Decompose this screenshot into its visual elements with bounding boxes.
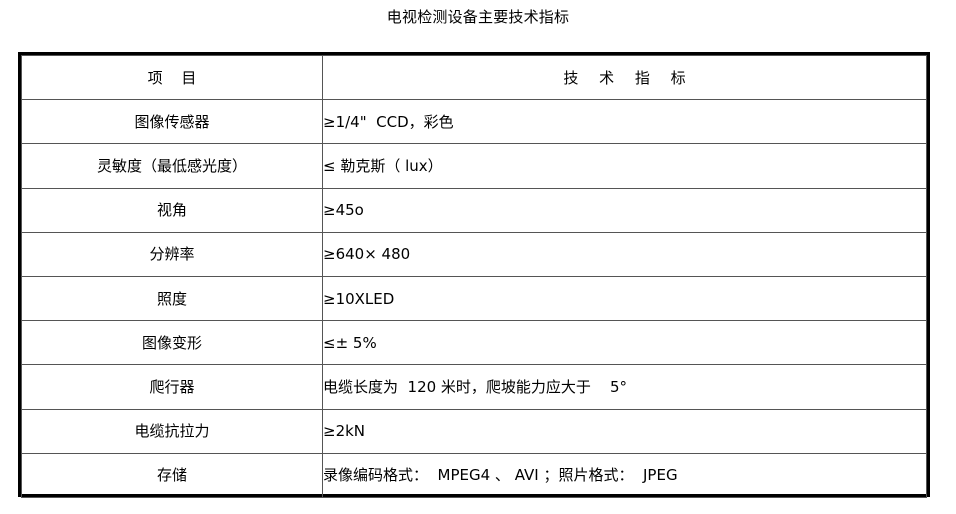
row-label-sensitivity: 灵敏度（最低感光度） xyxy=(21,143,323,189)
table-row: 存储 录像编码格式： MPEG4 、 AVI ；照片格式： JPEG xyxy=(21,452,927,498)
row-label-image-sensor: 图像传感器 xyxy=(21,99,323,145)
table-header-row: 项 目 技 术 指 标 xyxy=(21,54,927,101)
cell-text: 电缆抗拉力 xyxy=(134,422,210,441)
table-row: 电缆抗拉力 ≥2kN xyxy=(21,408,927,454)
row-value-image-sensor: ≥1/4" CCD，彩色 xyxy=(322,99,927,145)
cell-text: ≤± 5% xyxy=(323,333,377,352)
table-row: 灵敏度（最低感光度） ≤ 勒克斯（ lux） xyxy=(21,143,927,189)
table-row: 图像变形 ≤± 5% xyxy=(21,320,927,366)
cell-text: ≥45o xyxy=(323,201,364,220)
table-row: 分辨率 ≥640× 480 xyxy=(21,231,927,277)
cell-text: 视角 xyxy=(156,201,187,220)
table-row: 图像传感器 ≥1/4" CCD，彩色 xyxy=(21,99,927,145)
cell-text: ≥640× 480 xyxy=(323,245,411,264)
table-row: 照度 ≥10XLED xyxy=(21,275,927,322)
row-value-storage: 录像编码格式： MPEG4 、 AVI ；照片格式： JPEG xyxy=(322,452,927,498)
row-label-cable-tensile-strength: 电缆抗拉力 xyxy=(21,408,323,454)
technical-spec-table: 项 目 技 术 指 标 图像传感器 ≥1/4" CCD，彩色 xyxy=(21,54,927,498)
cell-text: 照度 xyxy=(156,289,187,308)
row-value-cable-tensile-strength: ≥2kN xyxy=(322,408,927,454)
column-header-spec-label: 技 术 指 标 xyxy=(563,68,694,87)
cell-text: 图像变形 xyxy=(141,333,202,352)
table-row: 视角 ≥45o xyxy=(21,187,927,233)
cell-text: ≥1/4" CCD，彩色 xyxy=(323,112,454,131)
row-label-resolution: 分辨率 xyxy=(21,231,323,277)
row-label-illumination: 照度 xyxy=(21,275,323,322)
page-title: 电视检测设备主要技术指标 xyxy=(386,8,570,26)
row-label-view-angle: 视角 xyxy=(21,187,323,233)
table-row: 爬行器 电缆长度为 120 米时，爬坡能力应大于 5° xyxy=(21,364,927,410)
column-header-spec: 技 术 指 标 xyxy=(322,54,927,101)
row-label-storage: 存储 xyxy=(21,452,323,498)
cell-text: 电缆长度为 120 米时，爬坡能力应大于 5° xyxy=(323,377,628,396)
row-value-resolution: ≥640× 480 xyxy=(322,231,927,277)
column-header-item: 项 目 xyxy=(21,54,323,101)
cell-text: 存储 xyxy=(156,466,187,485)
row-label-crawler: 爬行器 xyxy=(21,364,323,410)
cell-text: 录像编码格式： MPEG4 、 AVI ；照片格式： JPEG xyxy=(323,466,678,485)
column-header-item-label: 项 目 xyxy=(147,68,204,87)
cell-text: ≤ 勒克斯（ lux） xyxy=(323,156,443,175)
cell-text: 分辨率 xyxy=(149,245,195,264)
cell-text: 图像传感器 xyxy=(134,112,210,131)
cell-text: 爬行器 xyxy=(149,377,195,396)
row-value-illumination: ≥10XLED xyxy=(322,275,927,322)
row-label-image-distortion: 图像变形 xyxy=(21,320,323,366)
cell-text: 灵敏度（最低感光度） xyxy=(96,156,247,175)
row-value-crawler: 电缆长度为 120 米时，爬坡能力应大于 5° xyxy=(322,364,927,410)
cell-text: ≥2kN xyxy=(323,422,366,441)
spec-table-container: 项 目 技 术 指 标 图像传感器 ≥1/4" CCD，彩色 xyxy=(18,52,930,498)
row-value-sensitivity: ≤ 勒克斯（ lux） xyxy=(322,143,927,189)
cell-text: ≥10XLED xyxy=(323,289,395,308)
table-body: 项 目 技 术 指 标 图像传感器 ≥1/4" CCD，彩色 xyxy=(21,54,927,498)
row-value-image-distortion: ≤± 5% xyxy=(322,320,927,366)
row-value-view-angle: ≥45o xyxy=(322,187,927,233)
